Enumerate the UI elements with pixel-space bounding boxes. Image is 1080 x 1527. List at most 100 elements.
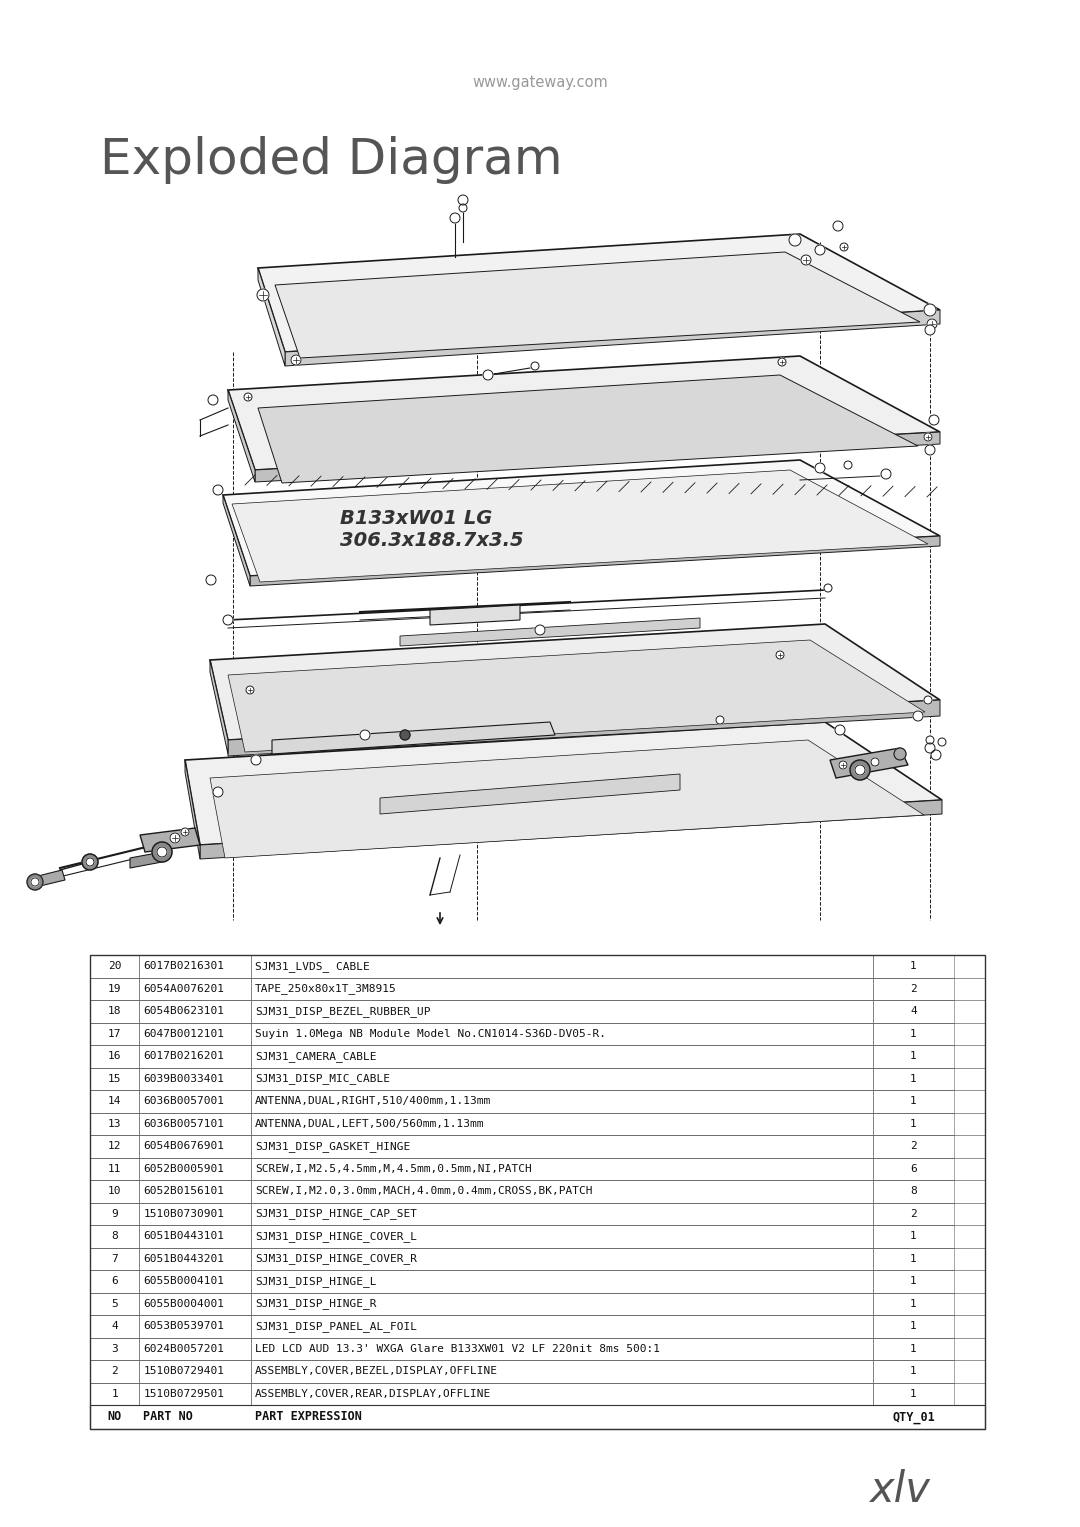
Bar xyxy=(139,1202,251,1225)
Bar xyxy=(251,977,873,1000)
Polygon shape xyxy=(228,640,924,751)
Text: 6: 6 xyxy=(910,1164,917,1174)
Text: 6017B0216201: 6017B0216201 xyxy=(144,1051,225,1061)
Bar xyxy=(139,1292,251,1315)
Text: SJM31_DISP_BEZEL_RUBBER_UP: SJM31_DISP_BEZEL_RUBBER_UP xyxy=(255,1006,431,1017)
Text: 6036B0057101: 6036B0057101 xyxy=(144,1119,225,1128)
Bar xyxy=(251,1292,873,1315)
Text: 4: 4 xyxy=(910,1006,917,1017)
Bar xyxy=(251,1338,873,1361)
Circle shape xyxy=(244,392,252,402)
Bar xyxy=(873,1315,954,1338)
Text: PART NO: PART NO xyxy=(144,1411,193,1423)
Bar xyxy=(873,1361,954,1382)
Text: SJM31_DISP_MIC_CABLE: SJM31_DISP_MIC_CABLE xyxy=(255,1073,390,1084)
Bar xyxy=(90,1292,139,1315)
Circle shape xyxy=(939,738,946,747)
Circle shape xyxy=(924,304,936,316)
Text: 9: 9 xyxy=(111,1209,118,1219)
Bar xyxy=(90,1135,139,1157)
Bar xyxy=(873,1202,954,1225)
Text: 1: 1 xyxy=(910,1096,917,1106)
Bar xyxy=(139,1000,251,1023)
Bar xyxy=(139,1270,251,1292)
Circle shape xyxy=(152,841,172,863)
Text: SJM31_DISP_PANEL_AL_FOIL: SJM31_DISP_PANEL_AL_FOIL xyxy=(255,1321,417,1332)
Polygon shape xyxy=(185,760,200,860)
Bar xyxy=(90,1044,139,1067)
Bar xyxy=(873,1135,954,1157)
Polygon shape xyxy=(255,432,940,483)
Bar xyxy=(139,1382,251,1405)
Circle shape xyxy=(894,748,906,760)
Text: 6024B0057201: 6024B0057201 xyxy=(144,1344,225,1354)
Bar xyxy=(90,1180,139,1202)
Text: 6036B0057001: 6036B0057001 xyxy=(144,1096,225,1106)
Bar xyxy=(90,1157,139,1180)
Circle shape xyxy=(213,486,222,495)
Text: 18: 18 xyxy=(108,1006,121,1017)
Bar xyxy=(873,1000,954,1023)
Text: 3: 3 xyxy=(111,1344,118,1354)
Bar xyxy=(139,1113,251,1135)
Circle shape xyxy=(927,319,937,328)
Text: SJM31_DISP_HINGE_CAP_SET: SJM31_DISP_HINGE_CAP_SET xyxy=(255,1208,417,1219)
Text: 1: 1 xyxy=(910,1277,917,1286)
Text: TAPE_250x80x1T_3M8915: TAPE_250x80x1T_3M8915 xyxy=(255,983,396,994)
Bar xyxy=(90,1382,985,1405)
Circle shape xyxy=(716,716,724,724)
Bar xyxy=(251,1361,873,1382)
Bar xyxy=(139,1067,251,1090)
Bar xyxy=(251,1000,873,1023)
Bar xyxy=(873,1292,954,1315)
Bar xyxy=(251,1180,873,1202)
Circle shape xyxy=(291,354,301,365)
Circle shape xyxy=(870,757,879,767)
Bar xyxy=(251,1382,873,1405)
Text: 6047B0012101: 6047B0012101 xyxy=(144,1029,225,1038)
Polygon shape xyxy=(228,389,255,483)
Text: 6: 6 xyxy=(111,1277,118,1286)
Polygon shape xyxy=(258,376,918,483)
Circle shape xyxy=(208,395,218,405)
Bar xyxy=(90,1202,985,1225)
Text: 1: 1 xyxy=(910,1119,917,1128)
Circle shape xyxy=(251,754,261,765)
Circle shape xyxy=(157,847,167,857)
Polygon shape xyxy=(200,800,942,860)
Circle shape xyxy=(483,370,492,380)
Bar xyxy=(139,1157,251,1180)
Text: 8: 8 xyxy=(910,1186,917,1196)
Bar xyxy=(90,977,985,1000)
Circle shape xyxy=(535,625,545,635)
Polygon shape xyxy=(275,252,920,357)
Circle shape xyxy=(833,221,843,231)
Text: SCREW,I,M2.0,3.0mm,MACH,4.0mm,0.4mm,CROSS,BK,PATCH: SCREW,I,M2.0,3.0mm,MACH,4.0mm,0.4mm,CROS… xyxy=(255,1186,593,1196)
Bar xyxy=(139,1361,251,1382)
Bar xyxy=(139,1044,251,1067)
Bar xyxy=(873,1157,954,1180)
Text: 6051B0443101: 6051B0443101 xyxy=(144,1231,225,1241)
Polygon shape xyxy=(249,536,940,586)
Bar xyxy=(90,1023,985,1044)
Text: 1: 1 xyxy=(910,1073,917,1084)
Circle shape xyxy=(82,854,98,870)
Bar xyxy=(90,1113,985,1135)
Circle shape xyxy=(881,469,891,479)
Text: 12: 12 xyxy=(108,1141,121,1151)
Bar xyxy=(90,1248,139,1270)
Polygon shape xyxy=(140,828,200,852)
Text: SJM31_DISP_HINGE_L: SJM31_DISP_HINGE_L xyxy=(255,1275,377,1287)
Bar xyxy=(251,1067,873,1090)
Bar xyxy=(90,1315,139,1338)
Bar xyxy=(90,1202,139,1225)
Circle shape xyxy=(815,463,825,473)
Bar xyxy=(90,1361,139,1382)
Circle shape xyxy=(400,730,410,741)
Text: 6055B0004001: 6055B0004001 xyxy=(144,1299,225,1309)
Bar xyxy=(90,1361,985,1382)
Text: SJM31_CAMERA_CABLE: SJM31_CAMERA_CABLE xyxy=(255,1051,377,1061)
Bar xyxy=(139,954,251,977)
Circle shape xyxy=(86,858,94,866)
Polygon shape xyxy=(258,269,285,366)
